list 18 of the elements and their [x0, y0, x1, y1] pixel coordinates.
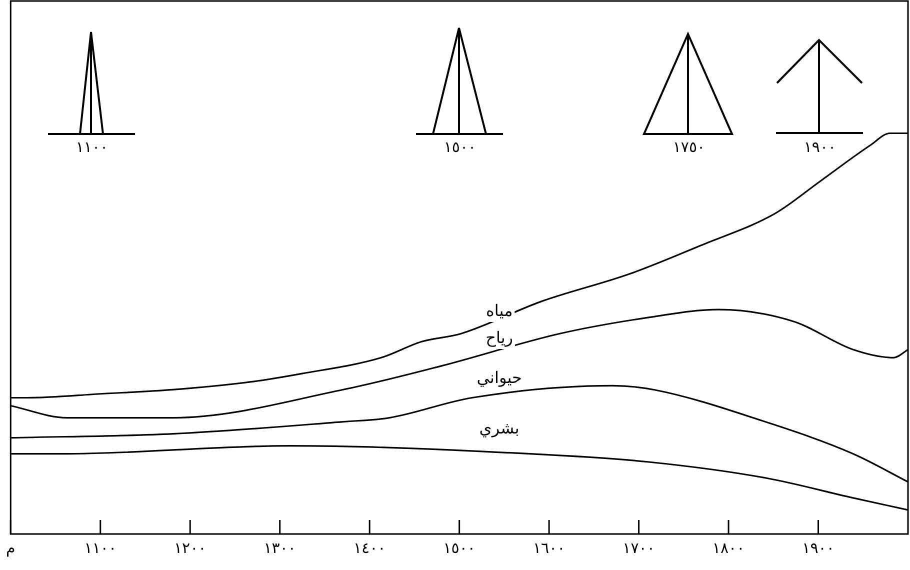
series-label: حيواني [476, 368, 522, 387]
x-tick-label: ١٨٠٠ [712, 538, 745, 557]
x-tick-label: ١٣٠٠ [264, 538, 296, 557]
x-tick-label: ١٩٠٠ [802, 538, 834, 557]
x-tick-label: ١٥٠٠ [443, 538, 476, 557]
annotation: ١١٠٠ [74, 138, 110, 156]
x-tick-label: ١١٠٠ [84, 538, 116, 557]
x-tick-label: ١٢٠٠ [174, 538, 206, 557]
annotation: ١٥٠٠ [442, 138, 478, 156]
x-tick-label: ١٤٠٠ [353, 538, 386, 557]
annotation: ١٩٠٠ [802, 138, 838, 156]
x-tick-label: م [6, 538, 16, 557]
x-tick-label: ١٧٠٠ [622, 538, 655, 557]
series-label: مياه [486, 301, 513, 320]
x-tick-label: ١٦٠٠ [532, 538, 566, 557]
annotation: ١٧٥٠ [672, 138, 706, 156]
series-label: رياح [486, 328, 514, 348]
series-label: بشري [479, 418, 520, 438]
